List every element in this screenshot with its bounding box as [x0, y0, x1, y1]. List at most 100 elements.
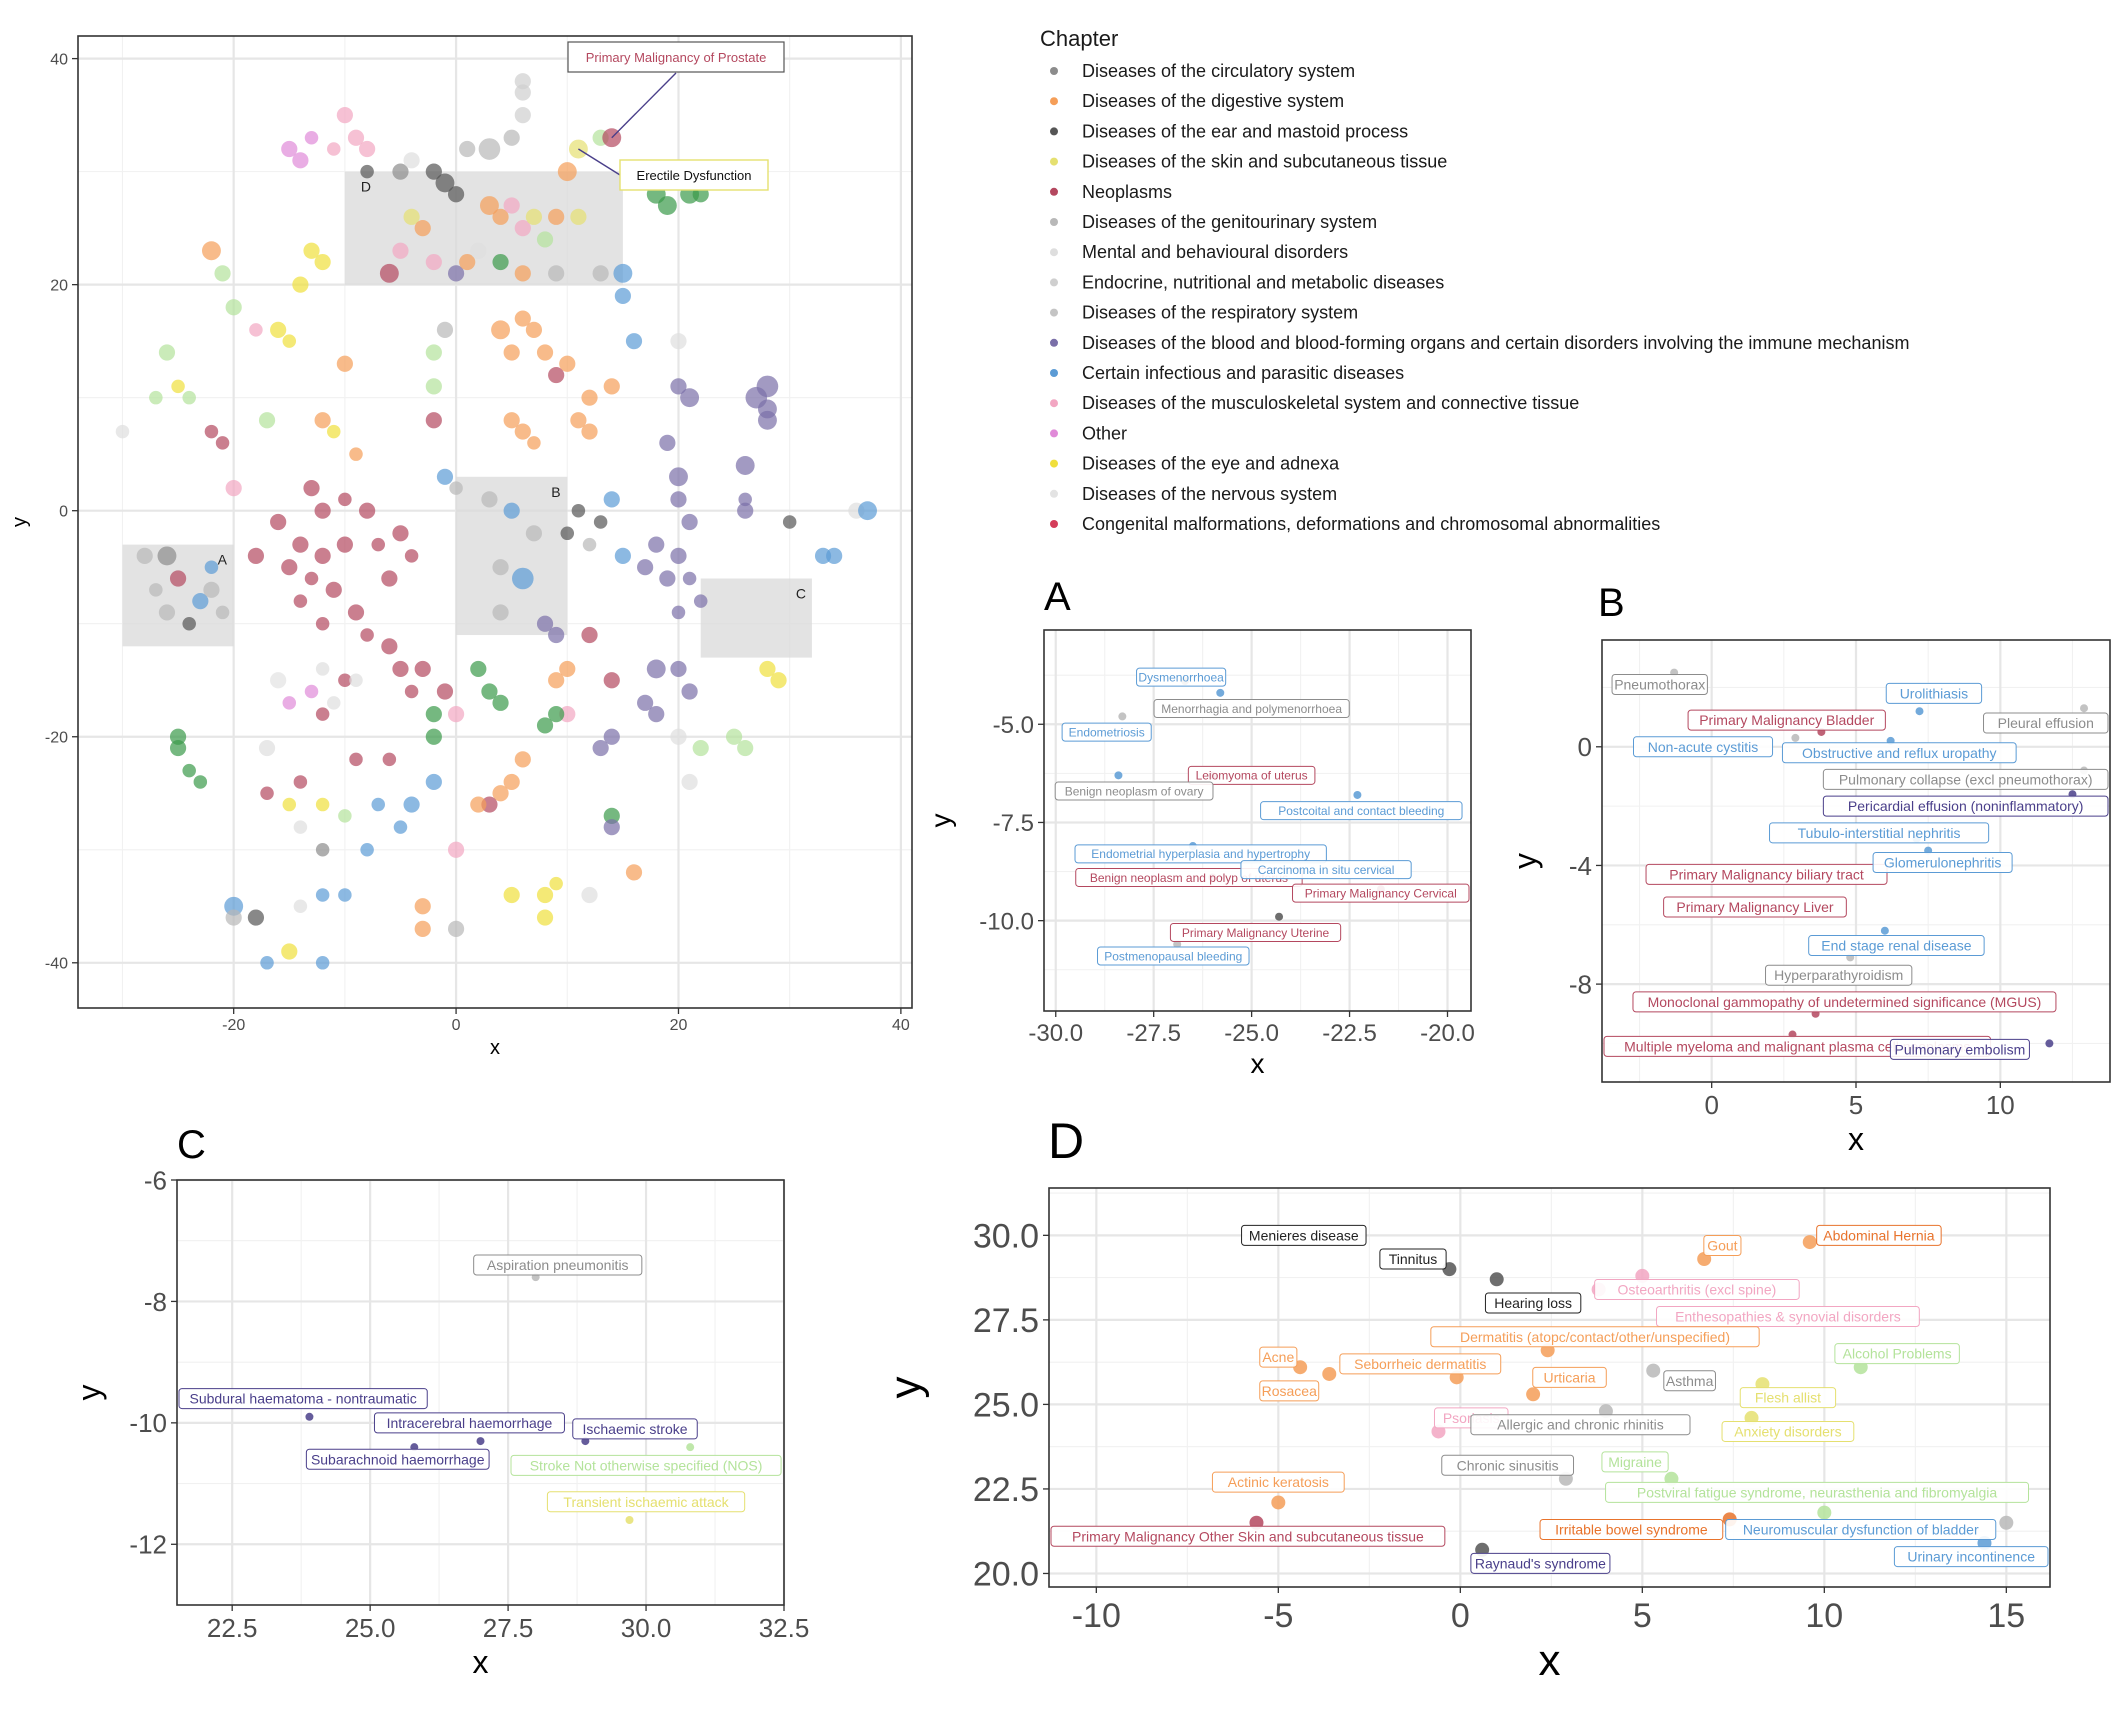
point-label: Chronic sinusitis [1441, 1454, 1575, 1476]
legend-label: Other [1082, 423, 1127, 443]
data-point [338, 809, 352, 823]
point-label-text: Dysmenorrhoea [1138, 670, 1224, 684]
data-point [379, 263, 399, 283]
point-label-box [305, 1448, 490, 1470]
point-label-text: Neuromuscular dysfunction of bladder [1743, 1522, 1979, 1538]
data-point [425, 773, 442, 791]
x-tick-label: 10 [1986, 1090, 2015, 1120]
data-point [436, 321, 454, 338]
annotation-leader [578, 148, 621, 176]
data-point [215, 605, 230, 620]
point-label-box [1169, 922, 1342, 942]
data-point [759, 660, 776, 678]
data-point [682, 571, 697, 586]
data-point [436, 468, 454, 485]
point-label: Hearing loss [1484, 1292, 1582, 1314]
point-label-box [1187, 765, 1316, 785]
point-label: Enthesopathies & synovial disorders [1656, 1305, 1920, 1327]
x-tick-label: 0 [1704, 1090, 1718, 1120]
data-point [625, 333, 643, 350]
legend-swatch [1050, 429, 1058, 438]
point-label: Pericardial effusion (noninflammatory) [1822, 795, 2109, 817]
data-point [270, 513, 287, 531]
highlight-box-label: D [361, 179, 371, 195]
point-label-text: Primary Malignancy biliary tract [1669, 866, 1864, 882]
x-tick-label: 10 [1805, 1597, 1843, 1635]
point-label-text: Postviral fatigue syndrome, neurasthenia… [1637, 1484, 1998, 1500]
data-point [559, 355, 576, 372]
point-label: Monoclonal gammopathy of undetermined si… [1632, 991, 2057, 1013]
data-point [814, 547, 832, 565]
annotation-leader [611, 72, 677, 139]
data-point [670, 547, 687, 565]
data-point [282, 797, 297, 812]
point-label-box [1484, 1292, 1582, 1314]
data-point [659, 434, 676, 451]
point-label-box [1050, 1525, 1446, 1547]
data-point [670, 660, 687, 678]
x-tick-label: 5 [1849, 1090, 1863, 1120]
legend-item: Certain infectious and parasitic disease… [1050, 363, 1404, 383]
data-point [536, 909, 554, 926]
y-axis-title: y [925, 814, 956, 828]
point-label-box [373, 1412, 565, 1434]
point-label-text: Endometrial hyperplasia and hypertrophy [1091, 847, 1310, 861]
point-label: Primary Malignancy Liver [1663, 896, 1847, 918]
point-label-text: Urolithiasis [1900, 685, 1968, 701]
data-point [671, 605, 686, 620]
data-point [435, 173, 455, 193]
data-point [447, 841, 465, 858]
data-point [281, 140, 298, 158]
data-point [603, 728, 620, 745]
legend-swatch [1050, 248, 1058, 257]
data-point [282, 696, 297, 710]
x-axis-title: x [1251, 1048, 1265, 1079]
data-point [336, 107, 353, 124]
data-point [314, 412, 331, 429]
x-tick-label: -27.5 [1126, 1020, 1181, 1047]
x-tick-label: 30.0 [621, 1613, 672, 1643]
data-point [338, 492, 352, 507]
point-label: Anxiety disorders [1721, 1420, 1855, 1442]
data-point [603, 807, 620, 824]
point-label-box [1292, 883, 1470, 903]
point-label: Urticaria [1532, 1366, 1607, 1388]
data-point [614, 287, 631, 305]
point-label-text: Dermatitis (atopc/contact/other/unspecif… [1460, 1329, 1730, 1345]
point-label-box [1765, 964, 1913, 986]
data-point [1173, 940, 1182, 949]
point-label: Endometrial hyperplasia and hypertrophy [1074, 844, 1327, 864]
data-point [770, 672, 787, 689]
point-label: Postmenopausal bleeding [1097, 946, 1250, 966]
data-point [182, 763, 196, 778]
data-point [327, 696, 341, 710]
x-axis-title: x [1539, 1636, 1561, 1685]
data-point [603, 819, 620, 836]
data-point [314, 502, 331, 519]
data-point [582, 537, 597, 552]
data-point [315, 707, 330, 721]
legend-swatch [1050, 520, 1058, 528]
point-label-text: Benign neoplasm of ovary [1065, 784, 1204, 798]
data-point [670, 728, 687, 745]
data-point [1353, 790, 1362, 799]
data-point [225, 909, 242, 926]
y-tick-label: 27.5 [973, 1302, 1039, 1340]
data-point [492, 604, 509, 621]
point-label-text: Chronic sinusitis [1457, 1457, 1559, 1473]
data-point [548, 366, 565, 384]
y-axis-title: y [9, 517, 31, 527]
point-label-text: Menorrhagia and polymenorrhoea [1161, 702, 1342, 716]
point-label-text: Flesh allist [1755, 1390, 1821, 1406]
data-point [693, 594, 708, 608]
point-label-box [1645, 863, 1888, 885]
data-point [491, 320, 511, 340]
data-point [492, 559, 509, 576]
point-label-box [546, 1491, 746, 1513]
panel-letter: D [1048, 1113, 1084, 1169]
panel-letter: A [1044, 575, 1071, 619]
legend-item: Diseases of the respiratory system [1050, 303, 1358, 323]
data-point [215, 436, 230, 450]
data-point [225, 299, 242, 316]
